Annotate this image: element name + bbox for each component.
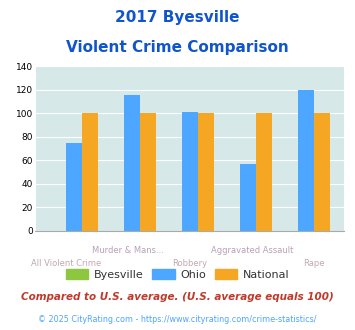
Text: © 2025 CityRating.com - https://www.cityrating.com/crime-statistics/: © 2025 CityRating.com - https://www.city… [38,315,317,324]
Bar [298,89,314,231]
Legend: Byesville, Ohio, National: Byesville, Ohio, National [61,265,294,284]
Text: Compared to U.S. average. (U.S. average equals 100): Compared to U.S. average. (U.S. average … [21,292,334,302]
Bar [124,95,140,231]
Text: Violent Crime Comparison: Violent Crime Comparison [66,40,289,54]
Text: Rape: Rape [303,259,324,268]
Text: Robbery: Robbery [173,259,207,268]
Text: Aggravated Assault: Aggravated Assault [211,246,293,255]
Text: 2017 Byesville: 2017 Byesville [115,10,240,25]
Bar [82,113,98,231]
Text: All Violent Crime: All Violent Crime [31,259,102,268]
Bar [140,113,156,231]
Bar [256,113,272,231]
Bar [314,113,330,231]
Bar [240,164,256,231]
Bar [198,113,214,231]
Bar [66,143,82,231]
Bar [182,112,198,231]
Text: Murder & Mans...: Murder & Mans... [92,246,164,255]
